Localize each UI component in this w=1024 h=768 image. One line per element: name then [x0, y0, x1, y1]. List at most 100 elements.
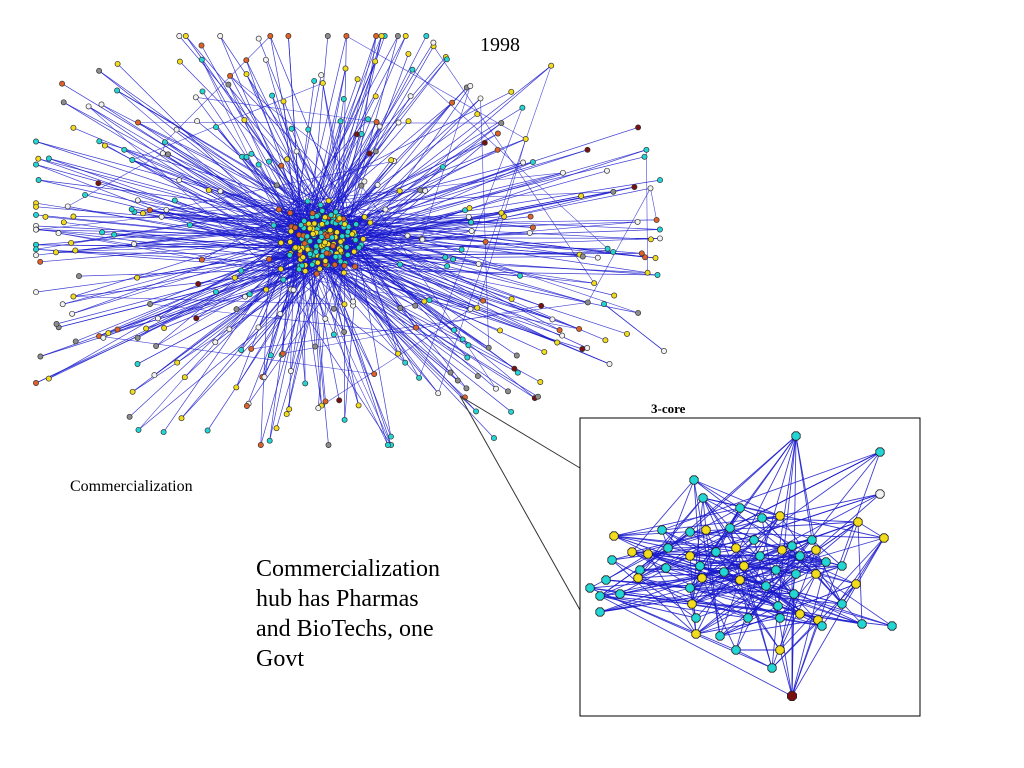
network-node — [255, 161, 262, 168]
core-node — [691, 629, 701, 639]
network-edge — [841, 537, 885, 605]
network-node — [243, 57, 250, 64]
network-node — [174, 359, 181, 366]
network-node — [579, 253, 586, 260]
network-edge — [313, 252, 642, 257]
network-node — [266, 256, 273, 263]
network-edge — [400, 301, 425, 309]
network-node — [198, 256, 205, 263]
network-edge — [67, 153, 163, 207]
network-node — [325, 442, 332, 448]
network-edge — [702, 497, 827, 563]
network-edge — [174, 200, 558, 343]
network-node — [283, 411, 290, 418]
network-node — [331, 261, 338, 268]
network-edge — [781, 549, 893, 627]
network-edge — [689, 549, 783, 589]
network-node — [341, 301, 348, 308]
network-edge — [779, 493, 881, 517]
network-node — [576, 325, 583, 332]
network-node — [610, 188, 617, 195]
core-node — [857, 619, 867, 629]
network-edge — [765, 585, 823, 627]
network-edge — [771, 583, 857, 669]
network-node — [466, 205, 473, 212]
network-edge — [195, 97, 377, 123]
network-node — [412, 302, 419, 309]
network-node — [336, 397, 343, 404]
network-node — [225, 81, 232, 88]
network-node — [159, 150, 166, 157]
network-node — [435, 390, 442, 397]
network-node — [482, 238, 489, 245]
network-edge — [702, 497, 707, 531]
network-edge — [647, 553, 697, 635]
network-edge — [599, 587, 691, 613]
network-node — [366, 150, 373, 157]
network-edge — [791, 537, 885, 697]
core-node — [789, 589, 799, 599]
core-node — [761, 581, 771, 591]
network-node — [134, 274, 141, 281]
network-node — [226, 326, 233, 333]
network-edge — [695, 521, 859, 635]
network-node — [513, 352, 520, 359]
network-node — [248, 150, 255, 157]
network-node — [319, 207, 326, 214]
network-node — [242, 293, 248, 300]
network-node — [395, 350, 401, 357]
network-node — [352, 263, 358, 270]
network-node — [165, 151, 172, 158]
core-node — [609, 531, 619, 541]
network-edge — [646, 149, 648, 273]
network-node — [654, 272, 661, 278]
network-edge — [258, 35, 382, 328]
network-node — [606, 361, 613, 367]
network-node — [318, 72, 325, 79]
network-node — [309, 261, 316, 268]
network-edge — [354, 149, 647, 235]
network-edge — [605, 553, 649, 581]
network-node — [158, 213, 165, 220]
network-node — [72, 247, 79, 254]
network-node — [332, 209, 339, 215]
network-node — [296, 266, 302, 273]
network-node — [309, 230, 316, 237]
network-node — [591, 280, 598, 287]
network-node — [114, 326, 121, 333]
network-node — [35, 177, 42, 183]
network-node — [248, 345, 255, 352]
network-node — [339, 233, 346, 240]
inset-title: 3-core — [651, 401, 686, 416]
network-edge — [325, 181, 365, 319]
core-node — [585, 583, 595, 593]
network-node — [60, 219, 67, 226]
network-edge — [260, 255, 314, 446]
network-node — [405, 118, 412, 125]
network-edge — [330, 35, 407, 216]
network-edge — [325, 156, 645, 235]
network-node — [305, 126, 312, 133]
network-node — [269, 92, 276, 99]
network-node — [360, 236, 367, 243]
network-node — [494, 146, 501, 153]
network-node — [330, 243, 336, 249]
network-node — [378, 33, 385, 39]
core-node — [643, 549, 653, 559]
network-node — [153, 343, 160, 349]
core-node — [695, 561, 705, 571]
network-edge — [278, 91, 512, 210]
network-node — [293, 148, 300, 155]
network-edge — [150, 303, 463, 340]
network-node — [231, 274, 238, 281]
network-edge — [313, 179, 661, 237]
network-edge — [40, 279, 284, 357]
network-edge — [282, 305, 542, 354]
network-node — [173, 126, 180, 133]
network-edge — [73, 270, 306, 297]
network-edge — [723, 571, 781, 651]
network-node — [212, 339, 219, 346]
network-node — [548, 62, 555, 69]
network-edge — [312, 68, 346, 214]
core-node — [837, 599, 847, 609]
